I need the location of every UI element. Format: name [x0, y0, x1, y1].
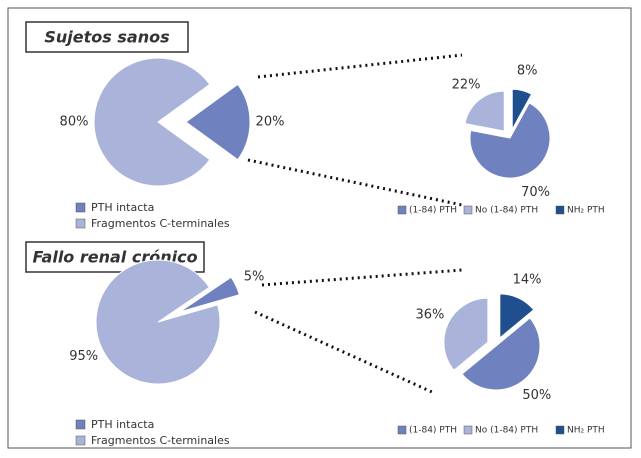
slice-label: 5% — [244, 270, 265, 285]
legend-label: NH₂ PTH — [567, 426, 605, 436]
connector — [254, 310, 433, 394]
pie-slice — [464, 90, 505, 132]
slice-label: 14% — [513, 272, 542, 287]
pie-slice — [179, 276, 240, 313]
legend-label: No (1-84) PTH — [475, 206, 538, 216]
connector — [247, 158, 463, 207]
slice-label: 22% — [452, 77, 481, 92]
legend-swatch — [555, 425, 565, 435]
legend-swatch — [397, 205, 407, 215]
legend-label: No (1-84) PTH — [475, 426, 538, 436]
slice-label: 80% — [60, 115, 89, 130]
pie-slice — [93, 57, 211, 187]
legend-label: PTH intacta — [91, 201, 154, 214]
pie-slice — [511, 88, 533, 130]
pie-slice — [461, 317, 541, 391]
legend-label: (1-84) PTH — [409, 206, 457, 216]
slice-label: 95% — [69, 349, 98, 364]
pie-slice — [499, 293, 535, 339]
slice-label: 8% — [517, 64, 538, 79]
legend-label: NH₂ PTH — [567, 206, 605, 216]
legend-label: Fragmentos C-terminales — [91, 217, 230, 230]
legend-swatch — [75, 202, 86, 213]
legend-swatch — [463, 425, 473, 435]
slice-label: 70% — [521, 185, 550, 200]
legend-swatch — [75, 419, 86, 430]
pie-slice — [95, 259, 221, 385]
legend-swatch — [555, 205, 565, 215]
legend-swatch — [75, 218, 86, 229]
slice-label: 36% — [415, 307, 444, 322]
panel-title-box — [25, 21, 189, 53]
slice-label: 20% — [256, 115, 285, 130]
legend-label: PTH intacta — [91, 418, 154, 431]
legend-swatch — [75, 435, 86, 446]
pie-slice — [469, 102, 551, 179]
legend-swatch — [463, 205, 473, 215]
connector — [257, 53, 463, 79]
pie-slice — [185, 83, 251, 161]
slice-label: 50% — [522, 388, 551, 403]
pie-slice — [443, 297, 489, 371]
legend-label: Fragmentos C-terminales — [91, 434, 230, 447]
legend-label: (1-84) PTH — [409, 426, 457, 436]
panel-title: Sujetos sanos — [44, 28, 169, 47]
legend-swatch — [397, 425, 407, 435]
